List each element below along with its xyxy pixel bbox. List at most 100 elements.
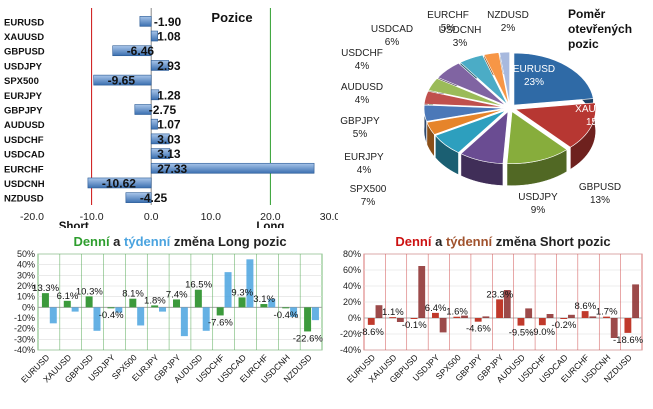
daily-bar xyxy=(410,318,418,319)
category-label: SPX500 xyxy=(4,76,39,87)
slice-value: 23% xyxy=(524,77,544,88)
weekly-bar xyxy=(461,315,468,318)
slice-label: AUDUSD xyxy=(341,82,383,93)
pomer-panel: EURUSD 23% XAUUSD 15% GBPUSD 13% USDJPY 9% SPX50… xyxy=(338,0,653,228)
data-label: -9.5% xyxy=(509,328,534,339)
long-annotation: Long xyxy=(256,221,284,228)
weekly-bar xyxy=(632,284,640,318)
data-label: -0.2% xyxy=(552,320,577,331)
daily-bar xyxy=(304,307,312,332)
daily-bar xyxy=(496,299,503,318)
pie-slice xyxy=(483,52,509,105)
chart-title: Denní a týdenní změna Long pozic xyxy=(73,234,286,249)
title-part: a xyxy=(110,234,124,249)
data-label: 9.3% xyxy=(231,287,253,298)
weekly-bar xyxy=(568,314,575,318)
y-tick-label: 0% xyxy=(348,313,361,323)
daily-bar xyxy=(216,307,224,316)
value-label: 1.08 xyxy=(157,30,181,44)
long-change-panel: Denní a týdenní změna Long pozic 50% 40% 30… xyxy=(0,230,330,404)
slice-label: SPX500 xyxy=(350,184,387,195)
data-label: -7.6% xyxy=(208,317,233,328)
category-label: EURJPY xyxy=(4,91,43,102)
slice-value: 7% xyxy=(361,197,376,208)
data-label: -0.1% xyxy=(402,320,427,331)
slice-label: USDCNH xyxy=(439,25,482,36)
slice-value: 15% xyxy=(586,117,606,128)
weekly-bar xyxy=(418,266,426,318)
weekly-bar xyxy=(311,307,319,321)
pie-slice xyxy=(459,54,508,105)
bar xyxy=(150,118,158,130)
daily-bar xyxy=(63,300,71,308)
y-tick-label: -40% xyxy=(14,345,35,355)
category-label: EURUSD xyxy=(4,17,44,28)
weekly-bar xyxy=(589,316,597,318)
y-tick-label: 50% xyxy=(17,249,35,259)
slice-value: 4% xyxy=(355,95,370,106)
daily-bar xyxy=(41,293,49,308)
bar xyxy=(150,162,315,174)
x-tick-label: -20.0 xyxy=(20,211,44,223)
slice-value: 5% xyxy=(441,23,456,34)
x-tick-label: 0.0 xyxy=(144,211,159,223)
pie-slice xyxy=(506,111,568,164)
y-tick-label: 80% xyxy=(343,249,361,259)
pie-slice xyxy=(423,90,505,108)
weekly-bar xyxy=(202,307,210,331)
slice-label: USDCAD xyxy=(371,24,413,35)
pie-slice xyxy=(437,62,506,106)
chart-title-line: pozic xyxy=(568,37,599,51)
daily-bar xyxy=(85,296,93,308)
value-label: -9.65 xyxy=(108,74,136,88)
category-label: AUDUSD xyxy=(4,120,45,131)
data-label: 8.6% xyxy=(575,301,597,312)
chart-title: Pozice xyxy=(211,10,252,25)
value-label: 27.33 xyxy=(157,162,187,176)
bar xyxy=(150,148,171,159)
weekly-bar xyxy=(159,307,167,312)
weekly-bar xyxy=(180,307,188,337)
bar xyxy=(150,60,169,71)
data-label: -0.4% xyxy=(99,310,124,321)
daily-bar xyxy=(173,299,180,308)
weekly-bar xyxy=(224,272,232,308)
bar xyxy=(139,16,152,27)
data-label: 7.4% xyxy=(166,289,188,300)
data-label: 1.6% xyxy=(446,307,468,318)
title-part: Denní xyxy=(395,234,432,249)
title-part: změna Short pozic xyxy=(492,234,610,249)
daily-bar xyxy=(129,298,137,308)
weekly-bar xyxy=(137,307,145,326)
pie-slice xyxy=(460,110,509,164)
data-label: 8.1% xyxy=(122,289,144,300)
daily-bar xyxy=(538,318,546,326)
daily-bar xyxy=(389,317,397,319)
weekly-bar xyxy=(610,318,618,338)
short-change-panel: Denní a týdenní změna Short pozic 80% 60% 4… xyxy=(330,230,653,404)
value-label: 1.28 xyxy=(157,88,181,102)
daily-bar xyxy=(260,304,268,308)
y-tick-label: 40% xyxy=(17,260,35,270)
weekly-bar xyxy=(525,308,533,318)
category-label: NZDUSD xyxy=(4,194,44,205)
value-label: -10.62 xyxy=(102,176,136,190)
weekly-bar xyxy=(268,298,276,308)
slice-label: USDJPY xyxy=(518,192,558,203)
category-label: GBPUSD xyxy=(4,47,45,58)
data-label: -0.4% xyxy=(274,310,299,321)
data-label: -22.6% xyxy=(293,333,324,344)
weekly-bar xyxy=(503,290,511,318)
weekly-bar xyxy=(115,307,123,313)
slice-label: EURJPY xyxy=(344,152,384,163)
pie-slice xyxy=(434,110,506,154)
daily-bar xyxy=(453,316,461,318)
bar xyxy=(134,104,152,115)
value-label: -6.46 xyxy=(127,44,155,58)
data-label: -18.6% xyxy=(613,335,644,346)
pie-slice xyxy=(499,51,510,105)
short-change-chart: Denní a týdenní změna Short pozic 80% 60% 4… xyxy=(340,234,644,385)
y-tick-label: 0% xyxy=(22,302,35,312)
daily-bar xyxy=(560,318,568,319)
weekly-bar xyxy=(396,318,404,322)
